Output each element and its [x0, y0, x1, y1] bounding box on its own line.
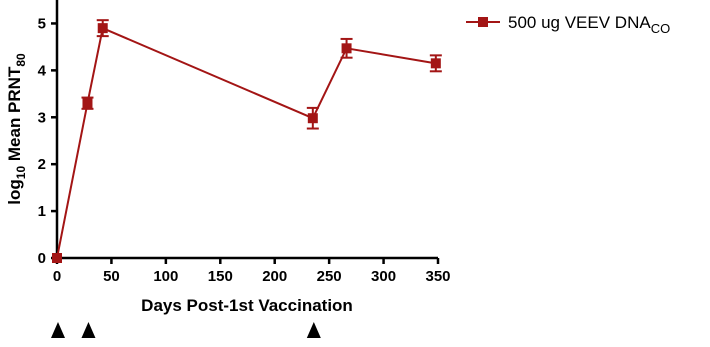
x-axis-title: Days Post-1st Vaccination [141, 296, 353, 315]
y-tick-label: 3 [38, 109, 46, 126]
legend-marker [478, 17, 488, 27]
y-tick-label: 4 [38, 62, 47, 79]
data-point [82, 98, 93, 109]
data-point [430, 58, 441, 69]
data-point [307, 113, 318, 124]
x-tick-label: 200 [262, 268, 287, 285]
legend: 500 ug VEEV DNACO [466, 13, 670, 36]
vaccination-marker [81, 322, 96, 338]
x-tick-label: 0 [53, 268, 61, 285]
y-tick-label: 2 [38, 156, 46, 173]
data-point [341, 43, 352, 54]
y-tick-label: 5 [38, 15, 46, 32]
series-line [56, 26, 436, 259]
data-point [97, 23, 108, 34]
x-tick-label: 100 [153, 268, 178, 285]
vaccination-marker [306, 322, 321, 338]
y-axis-title: log10 Mean PRNT80 [5, 53, 28, 205]
x-tick-label: 250 [317, 268, 342, 285]
vaccination-markers [51, 322, 321, 338]
x-ticks: 0 50 100 150 200 250 300 350 [53, 258, 451, 285]
legend-series-name: 500 ug VEEV DNACO [508, 13, 670, 36]
vaccination-marker [51, 322, 65, 338]
x-tick-label: 300 [371, 268, 396, 285]
y-tick-label: 1 [38, 203, 46, 220]
series-layer [52, 19, 442, 263]
x-tick-label: 50 [103, 268, 120, 285]
axes [55, 0, 438, 260]
y-ticks: 0 1 2 3 4 5 [38, 15, 57, 267]
x-tick-label: 150 [208, 268, 233, 285]
data-point [52, 253, 62, 263]
y-tick-label: 0 [38, 250, 46, 267]
x-tick-label: 350 [425, 268, 450, 285]
